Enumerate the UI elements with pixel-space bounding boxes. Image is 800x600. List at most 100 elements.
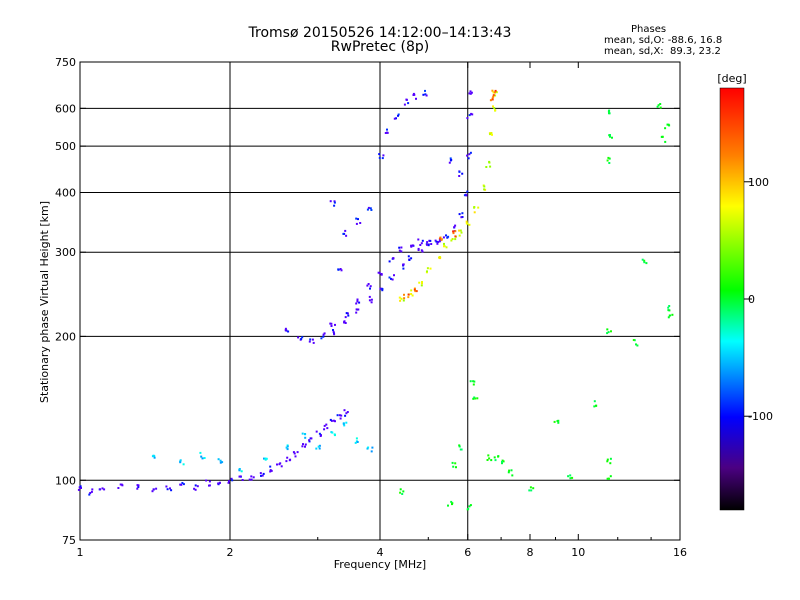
- echo-point: [151, 490, 154, 493]
- echo-point: [466, 154, 469, 157]
- echo-point: [338, 414, 341, 417]
- echo-point: [489, 99, 492, 102]
- echo-point: [407, 255, 410, 258]
- echo-point: [287, 330, 290, 333]
- echo-point: [170, 489, 173, 492]
- echo-point: [447, 235, 450, 238]
- echo-point: [422, 93, 425, 96]
- echo-point: [398, 246, 401, 249]
- echo-point: [325, 423, 328, 426]
- echo-point: [606, 332, 609, 335]
- echo-point: [217, 482, 220, 485]
- echo-point: [411, 244, 414, 247]
- echo-point: [557, 419, 560, 422]
- echo-point: [454, 238, 457, 241]
- echo-point: [261, 474, 264, 477]
- echo-point: [609, 457, 612, 460]
- echo-point: [567, 475, 570, 478]
- echo-point: [608, 162, 611, 164]
- echo-point: [330, 419, 333, 422]
- echo-point: [458, 444, 461, 447]
- echo-point: [465, 220, 468, 223]
- echo-point: [323, 428, 326, 431]
- echo-point: [557, 421, 560, 424]
- echo-point: [334, 323, 336, 326]
- echo-point: [370, 298, 373, 301]
- echo-point: [492, 91, 495, 94]
- echo-point: [205, 479, 208, 482]
- echo-point: [322, 335, 325, 338]
- echo-point: [227, 481, 230, 484]
- echo-point: [181, 482, 184, 484]
- echo-point: [200, 455, 203, 458]
- echo-points: [77, 89, 674, 511]
- echo-point: [400, 250, 403, 253]
- echo-point: [355, 437, 358, 440]
- echo-point: [426, 241, 429, 244]
- echo-point: [333, 333, 336, 336]
- echo-point: [483, 185, 486, 188]
- echo-point: [461, 212, 464, 215]
- echo-point: [151, 455, 154, 458]
- echo-point: [311, 338, 314, 341]
- echo-point: [445, 234, 447, 237]
- echo-point: [264, 458, 267, 461]
- echo-point: [355, 302, 358, 305]
- echo-point: [414, 290, 417, 293]
- colorbar-tick-label: 100: [748, 176, 769, 189]
- echo-point: [329, 322, 332, 325]
- echo-point: [296, 451, 299, 454]
- echo-point: [344, 316, 347, 319]
- echo-point: [667, 306, 670, 309]
- echo-point: [668, 314, 671, 317]
- echo-point: [378, 153, 381, 156]
- x-axis-ticks: 1 2 4 6 8 10 16: [77, 62, 687, 559]
- echo-point: [454, 224, 457, 227]
- echo-point: [136, 484, 139, 487]
- echo-point: [88, 493, 91, 496]
- echo-point: [381, 288, 384, 290]
- echo-point: [420, 249, 423, 252]
- echo-point: [380, 273, 383, 275]
- echo-point: [238, 469, 241, 472]
- echo-point: [344, 322, 347, 324]
- echo-point: [466, 190, 469, 193]
- echo-point: [384, 132, 387, 134]
- echo-point: [608, 112, 610, 115]
- echo-point: [468, 92, 471, 95]
- echo-point: [388, 260, 391, 263]
- echo-point: [569, 477, 572, 480]
- echo-point: [326, 427, 329, 430]
- echo-point: [196, 485, 199, 488]
- echo-point: [400, 297, 403, 300]
- echo-point: [250, 478, 253, 481]
- echo-point: [511, 474, 514, 477]
- echo-point: [221, 461, 224, 464]
- echo-point: [403, 293, 405, 296]
- series-f-layer-x-mode: [398, 91, 498, 302]
- echo-point: [315, 447, 318, 450]
- echo-point: [345, 234, 348, 237]
- echo-point: [294, 455, 297, 458]
- echo-point: [668, 305, 671, 307]
- echo-point: [606, 159, 609, 162]
- echo-point: [407, 293, 410, 296]
- echo-point: [454, 230, 457, 233]
- echo-point: [332, 330, 335, 333]
- echo-point: [399, 491, 402, 494]
- echo-point: [304, 443, 307, 446]
- series-f-layer-x-mode-edge: [403, 89, 497, 300]
- echo-point: [607, 477, 610, 480]
- echo-point: [208, 480, 211, 483]
- echo-point: [415, 97, 417, 100]
- echo-point: [339, 268, 342, 270]
- echo-point: [659, 106, 662, 109]
- echo-point: [569, 474, 572, 477]
- echo-point: [448, 161, 451, 164]
- echo-point: [483, 188, 486, 191]
- echo-point: [369, 285, 372, 288]
- echo-point: [454, 462, 457, 465]
- echo-point: [152, 488, 155, 491]
- echo-point: [344, 414, 347, 417]
- echo-point: [641, 258, 644, 261]
